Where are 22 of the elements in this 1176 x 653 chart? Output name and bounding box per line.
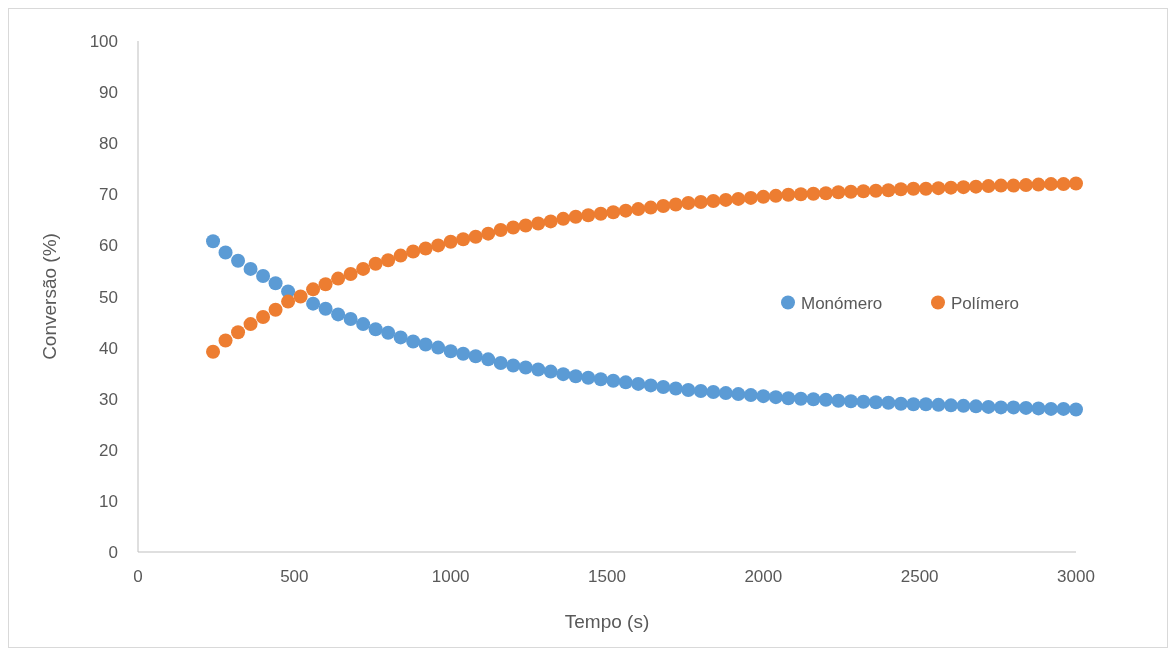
x-tick-label: 2500 [900, 567, 939, 586]
y-tick-label: 80 [99, 134, 118, 154]
x-axis-title: Tempo (s) [564, 611, 650, 632]
x-tick-label: 0 [133, 567, 143, 586]
x-tick-label: 2000 [744, 567, 783, 586]
y-axis-title: Conversão (%) [39, 233, 60, 360]
legend-label: Polímero [951, 293, 1020, 313]
y-tick-label: 70 [99, 185, 118, 205]
y-tick-label: 0 [108, 543, 118, 562]
y-tick-label: 90 [99, 83, 118, 103]
x-tick-label: 500 [280, 567, 309, 586]
y-tick-label: 20 [99, 440, 118, 460]
x-tick-label: 3000 [1057, 567, 1095, 586]
y-tick-label: 100 [89, 32, 118, 51]
y-tick-label: 40 [99, 338, 118, 358]
x-tick-label: 1000 [431, 567, 470, 586]
x-tick-label: 1500 [588, 567, 626, 586]
y-tick-label: 60 [99, 236, 118, 256]
y-tick-label: 30 [99, 389, 118, 409]
y-tick-label: 50 [99, 287, 118, 307]
legend-label: Monómero [801, 293, 883, 313]
y-tick-label: 10 [99, 491, 118, 511]
